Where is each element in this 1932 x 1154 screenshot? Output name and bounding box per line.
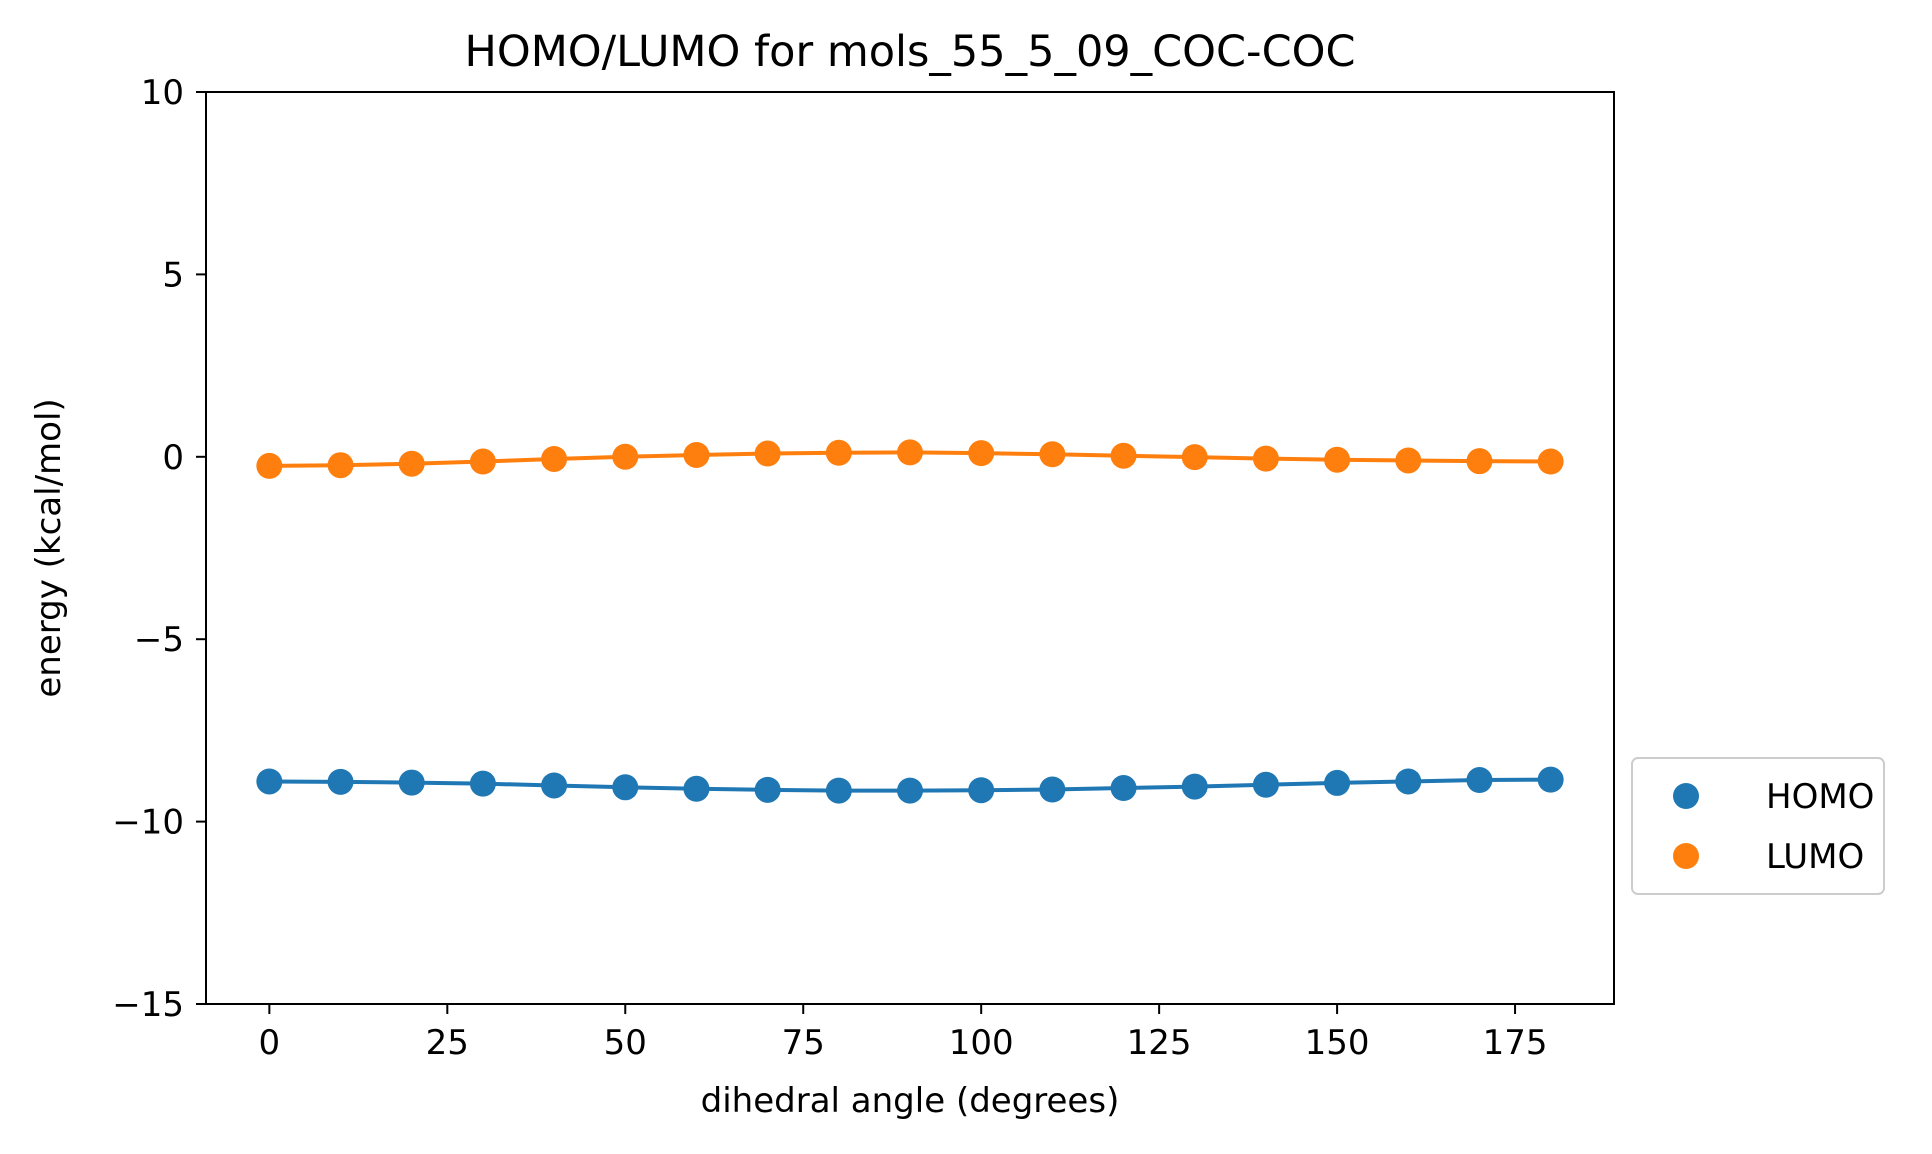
x-tick-label: 100 [949,1023,1014,1063]
data-point-homo [754,776,781,803]
y-tick-label: −10 [112,803,184,843]
data-point-lumo [1252,445,1279,472]
data-point-lumo [469,448,496,475]
data-point-homo [825,777,852,804]
x-tick-label: 125 [1127,1023,1192,1063]
data-point-homo [897,777,923,804]
data-point-lumo [683,441,710,468]
data-point-homo [327,768,354,795]
data-point-homo [1252,771,1279,798]
chart-title: HOMO/LUMO for mols_55_5_09_COC-COC [465,27,1356,77]
data-point-lumo [1466,448,1493,475]
data-point-homo [1181,773,1208,800]
data-point-homo [398,769,425,796]
data-point-homo [968,777,995,804]
data-point-homo [541,772,568,799]
plot-frame [205,91,1615,1005]
x-axis-label: dihedral angle (degrees) [701,1081,1120,1121]
series-layer [256,439,1564,804]
x-tick-label: 50 [604,1023,647,1063]
data-point-lumo [327,452,354,479]
data-point-lumo [1039,441,1066,468]
data-point-lumo [1110,442,1137,469]
y-tick-label: −15 [112,985,184,1025]
legend-marker-homo [1673,783,1699,809]
data-point-homo [612,774,639,801]
data-point-homo [1466,767,1493,794]
data-point-lumo [1181,444,1208,471]
legend-marker-lumo [1673,843,1699,869]
x-tick-label: 75 [782,1023,825,1063]
x-axis: 0 25 50 75 100 125 150 175 [259,1004,1548,1063]
data-point-lumo [754,440,781,467]
legend-label-lumo: LUMO [1766,837,1864,877]
data-point-lumo [825,439,852,466]
data-point-homo [1395,768,1422,795]
y-tick-label: 0 [162,438,184,478]
x-tick-label: 0 [259,1023,281,1063]
data-point-homo [683,775,710,802]
data-point-lumo [897,439,923,466]
y-tick-label: 5 [162,255,184,295]
data-point-lumo [968,440,995,467]
x-tick-label: 150 [1305,1023,1370,1063]
y-tick-label: −5 [134,620,184,660]
data-point-lumo [541,445,568,472]
data-point-lumo [1395,447,1422,474]
data-point-homo [1537,766,1564,793]
data-point-lumo [398,450,425,477]
data-point-homo [256,768,283,795]
y-axis: 10 5 0 −5 −10 −15 [112,73,206,1025]
data-point-homo [1110,775,1137,802]
y-axis-label: energy (kcal/mol) [29,398,69,697]
data-point-homo [469,770,496,797]
data-point-lumo [1324,446,1351,473]
x-tick-label: 175 [1483,1023,1548,1063]
data-point-homo [1039,776,1066,803]
data-point-lumo [612,443,639,470]
legend-label-homo: HOMO [1766,777,1874,817]
y-tick-label: 10 [141,73,184,113]
legend: HOMO LUMO [1631,757,1885,895]
data-point-lumo [1537,448,1564,475]
data-point-lumo [256,452,283,479]
x-tick-label: 25 [426,1023,469,1063]
data-point-homo [1324,769,1351,796]
plot-area [205,91,1615,1005]
